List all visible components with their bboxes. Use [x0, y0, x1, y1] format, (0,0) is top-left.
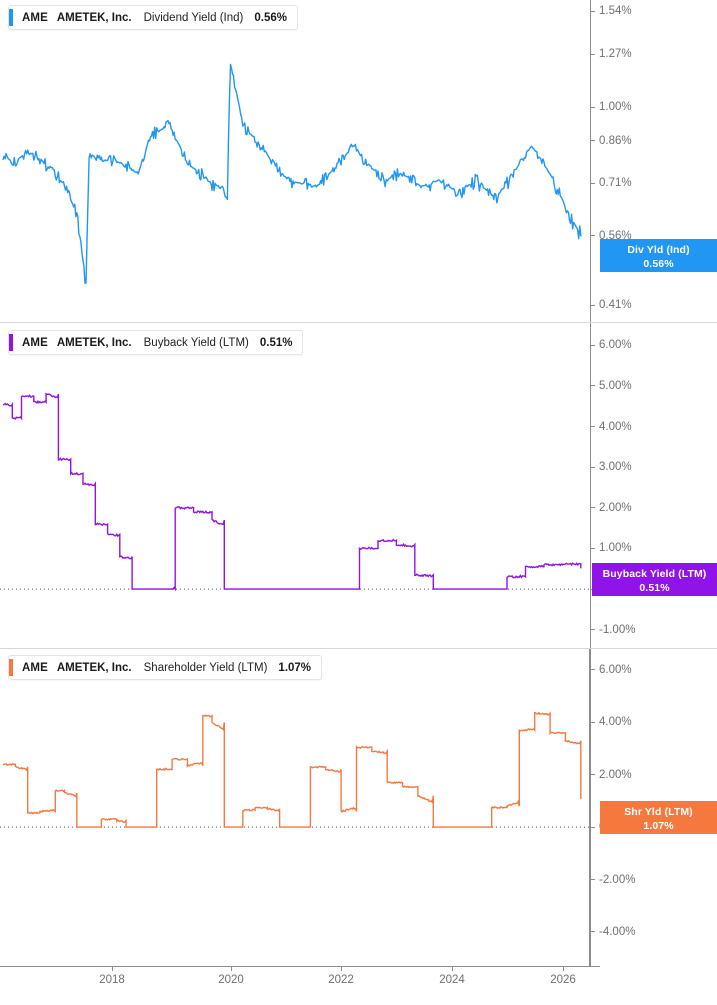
y-axis-tick-mark: [590, 344, 595, 346]
legend-color-swatch-buyback: [9, 334, 13, 351]
legend-metric-name: Dividend Yield (Ind): [143, 11, 244, 24]
y-axis-tick-label: 2.00%: [599, 501, 632, 514]
x-axis-tick-label: 2020: [218, 974, 244, 986]
y-axis-tick-mark: [590, 547, 595, 549]
panel-divider-2: [0, 648, 717, 649]
x-axis-tick-mark: [112, 966, 113, 971]
y-axis-tick-label: 2.00%: [599, 768, 632, 781]
current-value-badge-buyback: Buyback Yield (LTM) 0.51%: [592, 563, 717, 596]
legend-ticker: AME: [22, 661, 48, 674]
x-axis-tick-mark: [341, 966, 342, 971]
x-axis-tick-mark: [452, 966, 453, 971]
panel-shareholder-yield: AME AMETEK, Inc. Shareholder Yield (LTM)…: [0, 649, 717, 966]
x-axis-spine: [0, 966, 600, 967]
x-axis-tick-mark: [231, 966, 232, 971]
y-axis-tick-mark: [590, 304, 595, 306]
y-axis-tick-label: 4.00%: [599, 420, 632, 433]
badge-value: 0.51%: [639, 582, 670, 594]
legend-metric-name: Shareholder Yield (LTM): [143, 661, 268, 674]
badge-label: Div Yld (Ind): [627, 244, 690, 256]
y-axis-tick-label: 1.27%: [599, 48, 632, 61]
y-axis-tick-mark: [590, 826, 595, 828]
buyback-yield-series: [2, 392, 582, 592]
y-axis-buyback: 6.00%5.00%4.00%3.00%2.00%1.00%0.00%-1.00…: [590, 323, 717, 648]
y-axis-tick-mark: [590, 426, 595, 428]
legend-ticker: AME: [22, 11, 48, 24]
dividend-yield-line-chart: [2, 63, 582, 285]
plot-area-dividend: [0, 0, 590, 322]
legend-metric-name: Buyback Yield (LTM): [143, 336, 249, 349]
x-axis-tick-label: 2018: [99, 974, 125, 986]
panel-divider-1: [0, 322, 717, 323]
y-axis-tick-label: 6.00%: [599, 339, 632, 352]
y-axis-spine: [590, 323, 591, 648]
y-axis-tick-mark: [590, 182, 595, 184]
current-value-badge-shareholder: Shr Yld (LTM) 1.07%: [600, 801, 717, 834]
plot-area-buyback: [0, 323, 590, 648]
y-axis-dividend: 1.54% 1.27% 1.00% 0.86% 0.71% 0.56% 0.41%: [590, 0, 717, 322]
legend-chip-dividend[interactable]: AME AMETEK, Inc. Dividend Yield (Ind) 0.…: [8, 5, 298, 30]
y-axis-tick-mark: [590, 669, 595, 671]
y-axis-tick-label: 3.00%: [599, 461, 632, 474]
current-value-badge-dividend: Div Yld (Ind) 0.56%: [600, 239, 717, 272]
legend-company-name: AMETEK, Inc.: [56, 336, 132, 349]
y-axis-tick-label: 5.00%: [599, 379, 632, 392]
y-axis-tick-label: 0.56%: [599, 229, 632, 242]
x-axis-tick-label: 2022: [328, 974, 354, 986]
badge-value: 1.07%: [643, 820, 674, 832]
y-axis-tick-label: 0.71%: [599, 177, 632, 190]
y-axis-tick-label: 4.00%: [599, 716, 632, 729]
buyback-yield-step-chart: [0, 392, 590, 592]
plot-right-border: [589, 649, 590, 966]
y-axis-tick-label: 1.54%: [599, 5, 632, 18]
y-axis-tick-label: -1.00%: [599, 623, 636, 636]
legend-metric-value: 0.51%: [259, 336, 293, 349]
x-axis-tick-label: 2024: [439, 974, 465, 986]
panel-dividend-yield: AME AMETEK, Inc. Dividend Yield (Ind) 0.…: [0, 0, 717, 322]
panel-buyback-yield: AME AMETEK, Inc. Buyback Yield (LTM) 0.5…: [0, 323, 717, 648]
x-axis-tick-label: 2026: [550, 974, 576, 986]
y-axis-tick-label: -2.00%: [599, 873, 636, 886]
y-axis-tick-mark: [590, 385, 595, 387]
y-axis-tick-mark: [590, 106, 595, 108]
shareholder-yield-step-chart: [0, 711, 590, 828]
y-axis-tick-mark: [590, 466, 595, 468]
x-axis-tick-mark: [563, 966, 564, 971]
y-axis-tick-mark: [590, 774, 595, 776]
y-axis-tick-label: -4.00%: [599, 925, 636, 938]
legend-company-name: AMETEK, Inc.: [56, 661, 132, 674]
badge-value: 0.56%: [643, 258, 674, 270]
y-axis-tick-label: 1.00%: [599, 542, 632, 555]
y-axis-tick-label: 1.00%: [599, 101, 632, 114]
y-axis-tick-label: 0.41%: [599, 299, 632, 312]
plot-area-shareholder: [0, 649, 590, 966]
legend-color-swatch-dividend: [9, 9, 13, 26]
legend-chip-shareholder[interactable]: AME AMETEK, Inc. Shareholder Yield (LTM)…: [8, 655, 323, 680]
y-axis-tick-mark: [590, 140, 595, 142]
shareholder-yield-series: [2, 711, 582, 828]
y-axis-tick-mark: [590, 507, 595, 509]
badge-label: Buyback Yield (LTM): [602, 568, 707, 580]
y-axis-tick-label: 6.00%: [599, 663, 632, 676]
y-axis-spine: [590, 0, 591, 322]
y-axis-tick-label: 0.86%: [599, 134, 632, 147]
legend-color-swatch-shareholder: [9, 659, 13, 676]
badge-label: Shr Yld (LTM): [624, 806, 693, 818]
y-axis-tick-mark: [590, 10, 595, 12]
y-axis-spine: [590, 649, 591, 966]
dividend-yield-series: [2, 63, 582, 285]
y-axis-tick-mark: [590, 879, 595, 881]
legend-metric-value: 0.56%: [254, 11, 287, 24]
y-axis-tick-mark: [590, 53, 595, 55]
legend-ticker: AME: [22, 336, 48, 349]
legend-metric-value: 1.07%: [278, 661, 312, 674]
y-axis-tick-mark: [590, 721, 595, 723]
y-axis-tick-mark: [590, 235, 595, 237]
y-axis-tick-mark: [590, 629, 595, 631]
y-axis-tick-mark: [590, 931, 595, 933]
legend-chip-buyback[interactable]: AME AMETEK, Inc. Buyback Yield (LTM) 0.5…: [8, 330, 304, 355]
legend-company-name: AMETEK, Inc.: [56, 11, 132, 24]
x-axis: 2018 2020 2022 2024 2026: [0, 966, 717, 1005]
